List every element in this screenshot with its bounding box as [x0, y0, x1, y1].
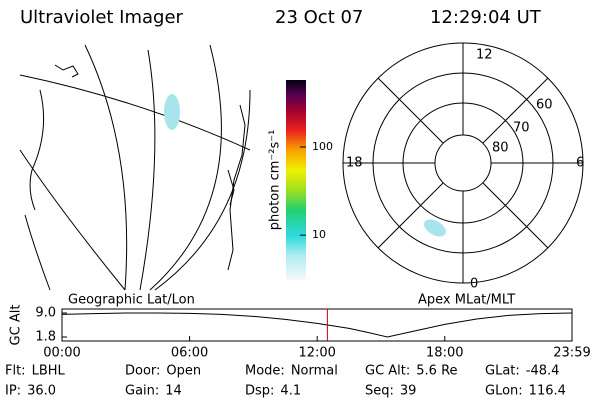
mlat-label: 80 [492, 141, 509, 156]
mlt-label: 0 [470, 277, 478, 292]
footer: Flt: LBHL Door: Open Mode: Normal GC Alt: 5.6 R… [5, 364, 566, 399]
x-tick-label: 18:00 [426, 346, 463, 361]
y-tick-label: 9.0 [35, 306, 56, 321]
x-tick-label: 00:00 [43, 346, 80, 361]
field-label: Seq: [365, 384, 394, 399]
x-tick-label: 12:00 [298, 346, 335, 361]
field-label: GLon: [485, 384, 523, 399]
mlt-label: 18 [346, 156, 363, 171]
field-value: 4.1 [280, 384, 301, 399]
field-label: Door: [125, 364, 160, 379]
aurora [164, 94, 180, 130]
field-label: IP: [5, 384, 21, 399]
field-label: GLat: [485, 364, 520, 379]
polar-grid [342, 42, 584, 284]
field-value: LBHL [32, 364, 66, 379]
aurora-polar [424, 219, 446, 237]
colorbar-ticks: 100 10 [300, 140, 333, 241]
colorbar [286, 80, 306, 280]
timeline-y-label: GC Alt [9, 305, 24, 346]
field-value: Open [166, 364, 201, 379]
colorbar-tick-label: 100 [312, 140, 333, 153]
y-tick-label: 1.8 [35, 330, 56, 345]
mlat-label: 60 [536, 98, 553, 113]
title: Ultraviolet Imager [20, 7, 184, 28]
field-label: GC Alt: [365, 364, 410, 379]
gc-alt-curve [61, 312, 573, 338]
field-value: 14 [165, 384, 182, 399]
field-value: Normal [291, 364, 338, 379]
field-value: 116.4 [529, 384, 566, 399]
x-tick-label: 06:00 [171, 346, 208, 361]
field-value: -48.4 [526, 364, 560, 379]
x-tick-label: 23:59 [553, 346, 590, 361]
colorbar-tick-label: 10 [312, 228, 326, 241]
field-value: 39 [400, 384, 417, 399]
field-value: 36.0 [27, 384, 56, 399]
time: 12:29:04 UT [430, 7, 542, 28]
field-label: Gain: [125, 384, 159, 399]
mlt-label: 12 [476, 48, 493, 63]
field-label: Dsp: [245, 384, 274, 399]
mlat-label: 70 [513, 121, 530, 136]
panel-label: Geographic Lat/Lon [68, 293, 195, 308]
field-label: Flt: [5, 364, 26, 379]
field-label: Mode: [245, 364, 285, 379]
geographic-map [19, 44, 251, 291]
colorbar-label: photon cm⁻²s⁻¹ [268, 130, 283, 231]
panel-label: Apex MLat/MLT [418, 293, 515, 308]
timeline: 9.0 1.800:00 06:00 12:00 18:00 23:59 [35, 306, 590, 361]
field-value: 5.6 Re [416, 364, 457, 379]
mlt-label: 6 [576, 156, 584, 171]
date: 23 Oct 07 [275, 7, 363, 28]
